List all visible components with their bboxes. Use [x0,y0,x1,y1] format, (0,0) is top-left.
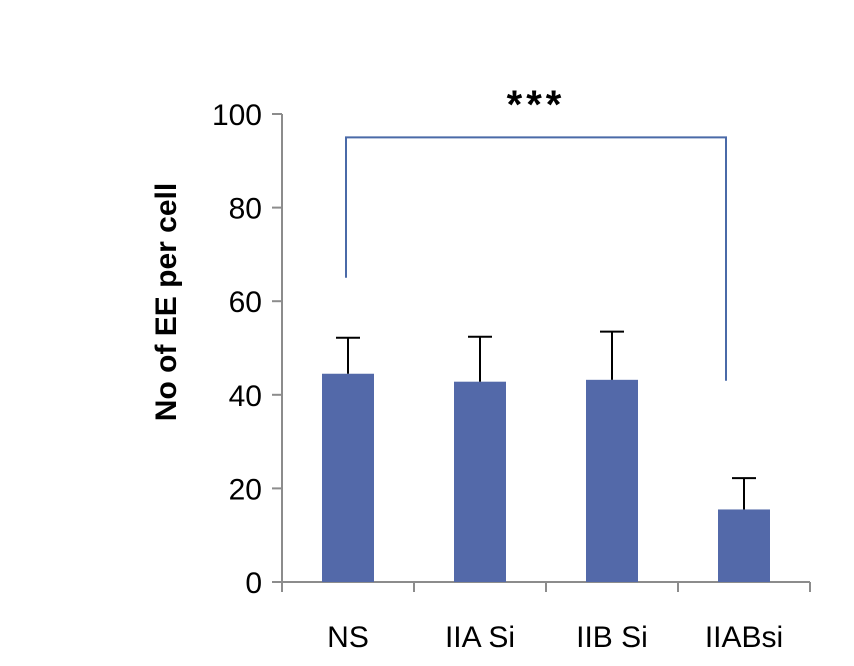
x-tick-label: NS [327,621,369,654]
y-tick-label: 40 [229,380,262,413]
y-tick-label: 20 [229,473,262,506]
significance-line [345,136,727,381]
y-tick-label: 100 [212,99,262,132]
y-tick-label: 0 [245,567,262,600]
bar-ns [322,373,374,582]
significance-label: *** [507,83,566,127]
bar-iiabsi [718,509,770,582]
bars [322,373,770,582]
bar-iia-si [454,381,506,582]
x-tick-label: IIABsi [705,621,783,654]
y-axis-label: No of EE per cell [150,183,183,421]
bar-iib-si [586,379,638,582]
x-ticks: NS IIA Si IIB Si IIABsi [327,621,783,654]
error-bars [336,330,756,510]
x-tick-label: IIB Si [576,621,648,654]
y-tick-label: 60 [229,286,262,319]
x-tick-label: IIA Si [445,621,515,654]
significance-bracket: *** [345,83,727,381]
y-tick-label: 80 [229,193,262,226]
y-ticks: 0 20 40 60 80 100 [212,99,282,600]
